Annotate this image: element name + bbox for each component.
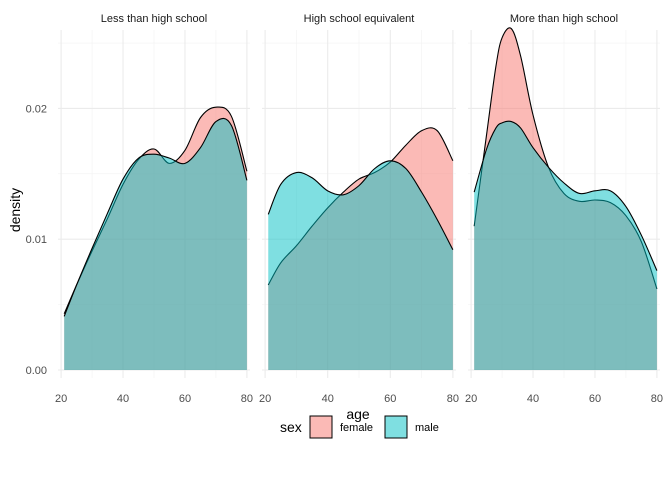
density-line-male <box>63 117 248 317</box>
legend-items: female male <box>309 415 439 439</box>
legend-title: sex <box>280 419 302 435</box>
panel-2: High school equivalent 20 40 60 80 <box>259 13 459 405</box>
x-tick-label: 60 <box>384 393 396 405</box>
y-axis: 0.00 0.01 0.02 <box>26 103 47 377</box>
density-area-male <box>268 160 453 370</box>
y-tick-label: 0.00 <box>26 365 47 377</box>
x-tick-label: 20 <box>259 393 271 405</box>
x-tick-label: 80 <box>447 393 459 405</box>
legend-key-female <box>309 415 333 439</box>
panel-title: More than high school <box>510 13 618 25</box>
panel-title: High school equivalent <box>304 13 415 25</box>
y-tick-label: 0.02 <box>26 103 47 115</box>
density-line-male <box>267 160 454 250</box>
x-tick-label: 20 <box>55 393 67 405</box>
legend-item-male: male <box>384 415 439 439</box>
x-tick-label: 40 <box>322 393 334 405</box>
legend-key-male <box>384 415 408 439</box>
legend: sex female male <box>280 415 439 439</box>
density-area-male <box>64 118 247 370</box>
legend-label: male <box>415 422 439 434</box>
x-tick-label: 60 <box>179 393 191 405</box>
legend-item-female: female <box>309 415 373 439</box>
x-tick-label: 40 <box>527 393 539 405</box>
x-tick-label: 20 <box>465 393 477 405</box>
x-tick-label: 40 <box>117 393 129 405</box>
x-tick-label: 80 <box>651 393 663 405</box>
x-axis-title: age <box>346 406 370 422</box>
panel-3: More than high school 20 40 60 80 <box>465 13 663 405</box>
legend-label: female <box>340 422 373 434</box>
y-tick-label: 0.01 <box>26 234 47 246</box>
panel-title: Less than high school <box>101 13 207 25</box>
x-tick-label: 60 <box>589 393 601 405</box>
panel-1: Less than high school 20 40 60 80 <box>55 13 253 405</box>
density-area-male <box>474 121 657 370</box>
x-tick-label: 80 <box>241 393 253 405</box>
density-line-male <box>473 120 658 271</box>
y-axis-title: density <box>7 188 23 232</box>
